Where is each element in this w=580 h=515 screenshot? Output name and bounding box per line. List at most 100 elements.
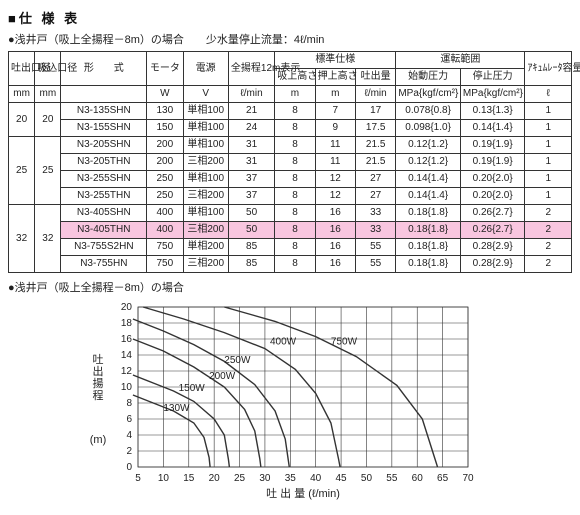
svg-text:400W: 400W (270, 337, 297, 348)
cell-push: 12 (315, 188, 355, 205)
svg-text:8: 8 (126, 398, 132, 409)
svg-text:30: 30 (259, 473, 271, 484)
svg-text:20: 20 (209, 473, 221, 484)
unit-model (61, 86, 147, 103)
svg-text:35: 35 (285, 473, 297, 484)
cell-qty: 27 (355, 171, 395, 188)
svg-text:16: 16 (121, 334, 133, 345)
cell-power: 三相200 (183, 256, 228, 273)
svg-text:20: 20 (121, 302, 133, 313)
cell-suc: 8 (275, 137, 315, 154)
cell-head: 37 (228, 171, 274, 188)
cell-qty: 55 (355, 239, 395, 256)
cell-qty: 55 (355, 256, 395, 273)
cell-stop: 0.26{2.7} (460, 205, 525, 222)
table-row: N3-405THN400三相20050816330.18{1.8}0.26{2.… (9, 222, 572, 239)
cell-qty: 27 (355, 188, 395, 205)
cell-start: 0.14{1.4} (396, 171, 461, 188)
svg-text:60: 60 (412, 473, 424, 484)
cell-motor: 150 (147, 120, 183, 137)
cell-push: 16 (315, 222, 355, 239)
cell-suc: 8 (275, 154, 315, 171)
cell-start: 0.18{1.8} (396, 222, 461, 239)
unit-head: ℓ/min (228, 86, 274, 103)
unit-stop: MPa{kgf/cm²} (460, 86, 525, 103)
table-row: 2525N3-205SHN200単相1003181121.50.12{1.2}0… (9, 137, 572, 154)
svg-text:25: 25 (234, 473, 246, 484)
cell-motor: 750 (147, 256, 183, 273)
cell-head: 50 (228, 222, 274, 239)
svg-text:6: 6 (126, 414, 132, 425)
chart-container: 0246810121416182051015202530354045505560… (8, 297, 572, 507)
svg-text:70: 70 (462, 473, 474, 484)
cell-head: 37 (228, 188, 274, 205)
svg-text:40: 40 (310, 473, 322, 484)
svg-text:65: 65 (437, 473, 449, 484)
cell-acc: 2 (525, 205, 572, 222)
svg-text:15: 15 (183, 473, 195, 484)
table-row: N3-255SHN250単相10037812270.14{1.4}0.20{2.… (9, 171, 572, 188)
cell-model: N3-255THN (61, 188, 147, 205)
cell-acc: 1 (525, 120, 572, 137)
svg-text:12: 12 (121, 366, 133, 377)
hdr-dia-out: 吐出口径 (9, 52, 35, 86)
cell-power: 三相200 (183, 222, 228, 239)
svg-text:10: 10 (121, 382, 133, 393)
cell-start: 0.098{1.0} (396, 120, 461, 137)
cell-power: 三相200 (183, 188, 228, 205)
cell-motor: 250 (147, 188, 183, 205)
table-row: 3232N3-405SHN400単相10050816330.18{1.8}0.2… (9, 205, 572, 222)
cell-model: N3-205THN (61, 154, 147, 171)
cell-stop: 0.28{2.9} (460, 239, 525, 256)
cell-suc: 8 (275, 171, 315, 188)
performance-chart: 0246810121416182051015202530354045505560… (80, 297, 500, 507)
cell-head: 24 (228, 120, 274, 137)
cell-push: 16 (315, 205, 355, 222)
cell-power: 単相100 (183, 120, 228, 137)
hdr-start: 始動圧力 (396, 69, 461, 86)
cell-model: N3-135SHN (61, 103, 147, 120)
hdr-push-h: 押上高さ (315, 69, 355, 86)
cell-power: 単相100 (183, 205, 228, 222)
svg-text:2: 2 (126, 446, 132, 457)
cell-qty: 33 (355, 222, 395, 239)
table-row: 2020N3-135SHN130単相1002187170.078{0.8}0.1… (9, 103, 572, 120)
table-row: N3-155SHN150単相100248917.50.098{1.0}0.14{… (9, 120, 572, 137)
svg-text:18: 18 (121, 318, 133, 329)
unit-motor: W (147, 86, 183, 103)
cell-suc: 8 (275, 239, 315, 256)
table-row: N3-755S2HN750単相20085816550.18{1.8}0.28{2… (9, 239, 572, 256)
svg-text:45: 45 (336, 473, 348, 484)
svg-text:14: 14 (121, 350, 133, 361)
cell-push: 16 (315, 256, 355, 273)
table-row: N3-205THN200三相2003181121.50.12{1.2}0.19{… (9, 154, 572, 171)
svg-text:130W: 130W (163, 403, 190, 414)
cell-stop: 0.20{2.0} (460, 171, 525, 188)
svg-text:(m): (m) (90, 434, 107, 446)
spec-condition: ●浅井戸（吸上全揚程－8m）の場合 少水量停止流量：4ℓ/min (8, 31, 572, 47)
cell-start: 0.18{1.8} (396, 239, 461, 256)
cell-push: 12 (315, 171, 355, 188)
hdr-range: 運転範囲 (396, 52, 525, 69)
svg-text:150W: 150W (179, 383, 206, 394)
cell-stop: 0.26{2.7} (460, 222, 525, 239)
cell-power: 単相100 (183, 137, 228, 154)
cell-dia-suc: 25 (35, 137, 61, 205)
cell-suc: 8 (275, 188, 315, 205)
svg-text:10: 10 (158, 473, 170, 484)
cell-qty: 33 (355, 205, 395, 222)
cell-model: N3-155SHN (61, 120, 147, 137)
svg-text:吐出揚程: 吐出揚程 (93, 353, 104, 402)
table-row: N3-255THN250三相20037812270.14{1.4}0.20{2.… (9, 188, 572, 205)
cell-dia-out: 20 (9, 103, 35, 137)
cell-acc: 2 (525, 239, 572, 256)
spec-table: 吐出口径 吸込口径 形 式 モータ 電源 全揚程12m表示 標準仕様 運転範囲 … (8, 51, 572, 273)
cell-acc: 1 (525, 154, 572, 171)
hdr-acc: ｱｷｭﾑﾚｰﾀ容量 (525, 52, 572, 86)
cell-acc: 1 (525, 137, 572, 154)
cell-dia-out: 32 (9, 205, 35, 273)
hdr-stop: 停止圧力 (460, 69, 525, 86)
cell-start: 0.12{1.2} (396, 137, 461, 154)
hdr-motor: モータ (147, 52, 183, 86)
cell-push: 11 (315, 137, 355, 154)
